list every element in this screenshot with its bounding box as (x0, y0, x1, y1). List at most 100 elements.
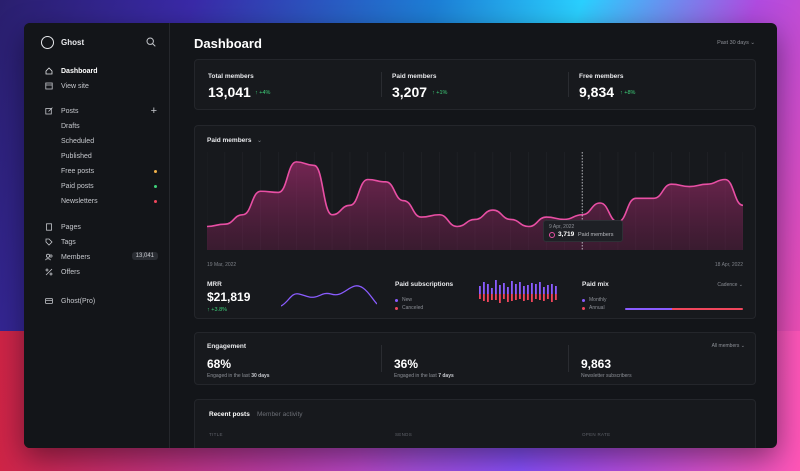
subscriptions-new-bar (511, 281, 513, 294)
sidebar-item-label: Paid posts (61, 182, 94, 190)
stat-delta: ↑ +8% (620, 90, 636, 96)
engagement-filter-select[interactable]: All members ⌄ (711, 343, 745, 349)
legend-dot (395, 306, 398, 310)
tab-recent-posts[interactable]: Recent posts (209, 411, 250, 418)
mrr-sparkline (281, 285, 377, 307)
subscriptions-canceled-bar (511, 294, 513, 301)
subscriptions-new-bar (551, 284, 553, 294)
sidebar-item-label: View site (61, 82, 89, 90)
subscriptions-new-bar (555, 286, 557, 294)
subscriptions-new-bar (519, 282, 521, 294)
legend-dot (582, 306, 585, 310)
subscriptions-canceled-bar (543, 294, 545, 301)
sidebar-item-drafts[interactable]: Drafts (61, 120, 157, 132)
sidebar-item-label: Published (61, 152, 92, 160)
subscriptions-new-bar (507, 287, 509, 294)
sidebar-item-label: Ghost(Pro) (61, 297, 96, 305)
subscriptions-new-bar (503, 283, 505, 294)
subscriptions-new-bar (479, 286, 481, 294)
divider (568, 72, 569, 97)
subscriptions-canceled-bar (499, 294, 501, 303)
stat-delta-value: +1% (436, 90, 448, 96)
subscriptions-canceled-bar (535, 294, 537, 299)
stat-delta: ↑ +4% (255, 90, 271, 96)
tooltip-date: 9 Apr, 2022 (549, 224, 575, 230)
browser-icon (45, 82, 53, 90)
mrr-delta-value: +3.8% (211, 307, 228, 313)
tooltip-label: Paid members (578, 232, 614, 238)
chart-tooltip: 9 Apr, 2022 3,719 Paid members (543, 220, 623, 242)
sidebar-item-free-posts[interactable]: Free posts (61, 165, 157, 177)
sidebar-item-label: Dashboard (61, 67, 98, 75)
paid-members-chart-card: Paid members ⌄ 19 Mar, 2022 18 Apr, 2022… (194, 125, 756, 319)
subscriptions-canceled-bar (515, 294, 517, 300)
sidebar-item-pages[interactable]: Pages (45, 221, 157, 233)
tab-member-activity[interactable]: Member activity (257, 411, 303, 418)
subscriptions-canceled-bar (547, 294, 549, 299)
legend-label: Annual (589, 305, 605, 311)
chart-title: Paid members (207, 137, 252, 144)
brand[interactable]: Ghost (41, 36, 84, 49)
chart-series-line (207, 161, 743, 228)
column-header-sends: SENDS (395, 432, 413, 437)
subscriptions-new-bar (487, 284, 489, 294)
sidebar-item-dashboard[interactable]: Dashboard (45, 65, 157, 77)
status-dot (154, 184, 157, 188)
subscriptions-canceled-bar (555, 294, 557, 300)
stats-card: Total members 13,041 ↑ +4% Paid members … (194, 59, 756, 110)
legend-label: Canceled (402, 305, 424, 311)
sidebar-item-members[interactable]: Members 13,041 (45, 251, 158, 263)
subscriptions-new-bar (483, 282, 485, 294)
sidebar-item-newsletters[interactable]: Newsletters (61, 195, 157, 207)
members-count-badge: 13,041 (131, 252, 158, 260)
paid-members-chart[interactable] (207, 152, 743, 254)
sidebar-item-paid-posts[interactable]: Paid posts (61, 180, 157, 192)
stat-label: Total members (208, 73, 254, 80)
legend-label: Monthly (589, 297, 607, 303)
cadence-label: Cadence (717, 282, 738, 288)
stat-value: 9,834 (579, 84, 615, 100)
sidebar-item-label: Free posts (61, 167, 95, 175)
stat-delta-value: +8% (624, 90, 636, 96)
engagement-card: Engagement All members ⌄ 68% Engaged in … (194, 332, 756, 385)
search-icon[interactable] (146, 37, 156, 47)
engagement-title: Engagement (207, 343, 247, 350)
sidebar-item-ghost-pro[interactable]: Ghost(Pro) (45, 295, 157, 307)
chevron-down-icon[interactable]: ⌄ (257, 138, 263, 144)
legend-label: New (402, 297, 413, 303)
legend-dot (395, 298, 398, 302)
stat-label: Free members (579, 73, 624, 80)
date-range-select[interactable]: Past 30 days ⌄ (717, 40, 755, 46)
add-post-icon[interactable]: + (150, 104, 157, 117)
sidebar-item-label: Newsletters (61, 197, 98, 205)
subscriptions-canceled-bar (507, 294, 509, 302)
cadence-select[interactable]: Cadence ⌄ (717, 282, 743, 288)
tooltip-marker-icon (549, 232, 555, 238)
brand-name: Ghost (61, 38, 85, 47)
engagement-subtitle-bold: 30 days (251, 373, 270, 379)
members-icon (45, 253, 53, 261)
percent-icon (45, 268, 53, 276)
sidebar-item-tags[interactable]: Tags (45, 236, 157, 248)
subscriptions-canceled-bar (531, 294, 533, 302)
sidebar: Ghost Dashboard View site Posts + Drafts… (24, 23, 170, 448)
engagement-filter-label: All members (711, 343, 740, 349)
tooltip-value: 3,719 (558, 231, 575, 238)
subscriptions-new-bar (531, 283, 533, 294)
date-range-label: Past 30 days (717, 40, 749, 46)
sidebar-item-label: Offers (61, 268, 80, 276)
home-icon (45, 67, 53, 75)
subscriptions-new-bar (515, 284, 517, 294)
sidebar-item-posts[interactable]: Posts + (45, 105, 157, 117)
sidebar-item-scheduled[interactable]: Scheduled (61, 135, 157, 147)
subscriptions-canceled-bar (483, 294, 485, 301)
subscriptions-canceled-bar (551, 294, 553, 302)
sidebar-item-view-site[interactable]: View site (45, 80, 157, 92)
subscriptions-new-bar (535, 284, 537, 294)
legend-annual: Annual (582, 305, 605, 311)
sidebar-item-offers[interactable]: Offers (45, 266, 157, 278)
sidebar-item-published[interactable]: Published (61, 150, 157, 162)
subscriptions-canceled-bar (495, 294, 497, 300)
chart-start-date: 19 Mar, 2022 (207, 262, 237, 268)
stat-total-members: Total members 13,041 ↑ +4% (208, 60, 378, 109)
